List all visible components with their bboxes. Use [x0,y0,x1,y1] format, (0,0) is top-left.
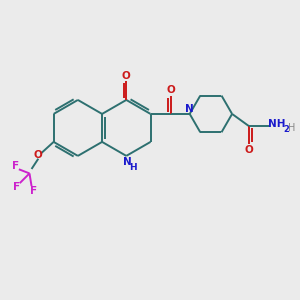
Text: N: N [123,158,132,167]
Text: 2: 2 [283,125,289,134]
Text: F: F [12,161,19,171]
Text: O: O [34,150,43,160]
Text: H: H [129,163,136,172]
Text: NH: NH [268,119,285,129]
Text: F: F [30,186,38,196]
Text: F: F [13,182,20,192]
Text: N: N [185,103,194,114]
Text: H: H [289,123,296,133]
Text: O: O [122,70,131,80]
Text: O: O [245,145,254,155]
Text: O: O [166,85,175,95]
